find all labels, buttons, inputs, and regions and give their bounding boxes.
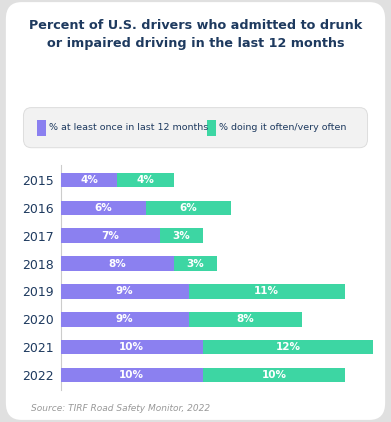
- Text: 9%: 9%: [116, 314, 133, 324]
- Bar: [146, 200, 231, 215]
- Bar: [188, 284, 345, 299]
- Bar: [61, 340, 203, 354]
- Text: 12%: 12%: [276, 342, 301, 352]
- Text: 4%: 4%: [137, 175, 155, 185]
- Text: 4%: 4%: [80, 175, 98, 185]
- Bar: [160, 228, 203, 243]
- Text: 3%: 3%: [187, 259, 204, 268]
- Text: 11%: 11%: [254, 287, 279, 296]
- Bar: [61, 200, 146, 215]
- Bar: [61, 228, 160, 243]
- Bar: [61, 284, 188, 299]
- Bar: [61, 312, 188, 327]
- Text: Source: TIRF Road Safety Monitor, 2022: Source: TIRF Road Safety Monitor, 2022: [31, 403, 210, 413]
- Text: 10%: 10%: [119, 370, 144, 380]
- Text: 8%: 8%: [237, 314, 254, 324]
- Bar: [117, 173, 174, 187]
- Bar: [174, 256, 217, 271]
- Bar: [203, 368, 345, 382]
- Text: 3%: 3%: [172, 231, 190, 241]
- Text: % at least once in last 12 months: % at least once in last 12 months: [49, 123, 208, 133]
- Text: 7%: 7%: [101, 231, 119, 241]
- Bar: [61, 173, 117, 187]
- Text: % doing it often/very often: % doing it often/very often: [219, 123, 346, 133]
- Text: 6%: 6%: [94, 203, 112, 213]
- Text: 10%: 10%: [261, 370, 286, 380]
- Bar: [203, 340, 373, 354]
- Text: Percent of U.S. drivers who admitted to drunk
or impaired driving in the last 12: Percent of U.S. drivers who admitted to …: [29, 19, 362, 50]
- Bar: [188, 312, 302, 327]
- Bar: [61, 368, 203, 382]
- Bar: [61, 256, 174, 271]
- Text: 6%: 6%: [180, 203, 197, 213]
- Text: 9%: 9%: [116, 287, 133, 296]
- Text: 10%: 10%: [119, 342, 144, 352]
- Text: 8%: 8%: [109, 259, 126, 268]
